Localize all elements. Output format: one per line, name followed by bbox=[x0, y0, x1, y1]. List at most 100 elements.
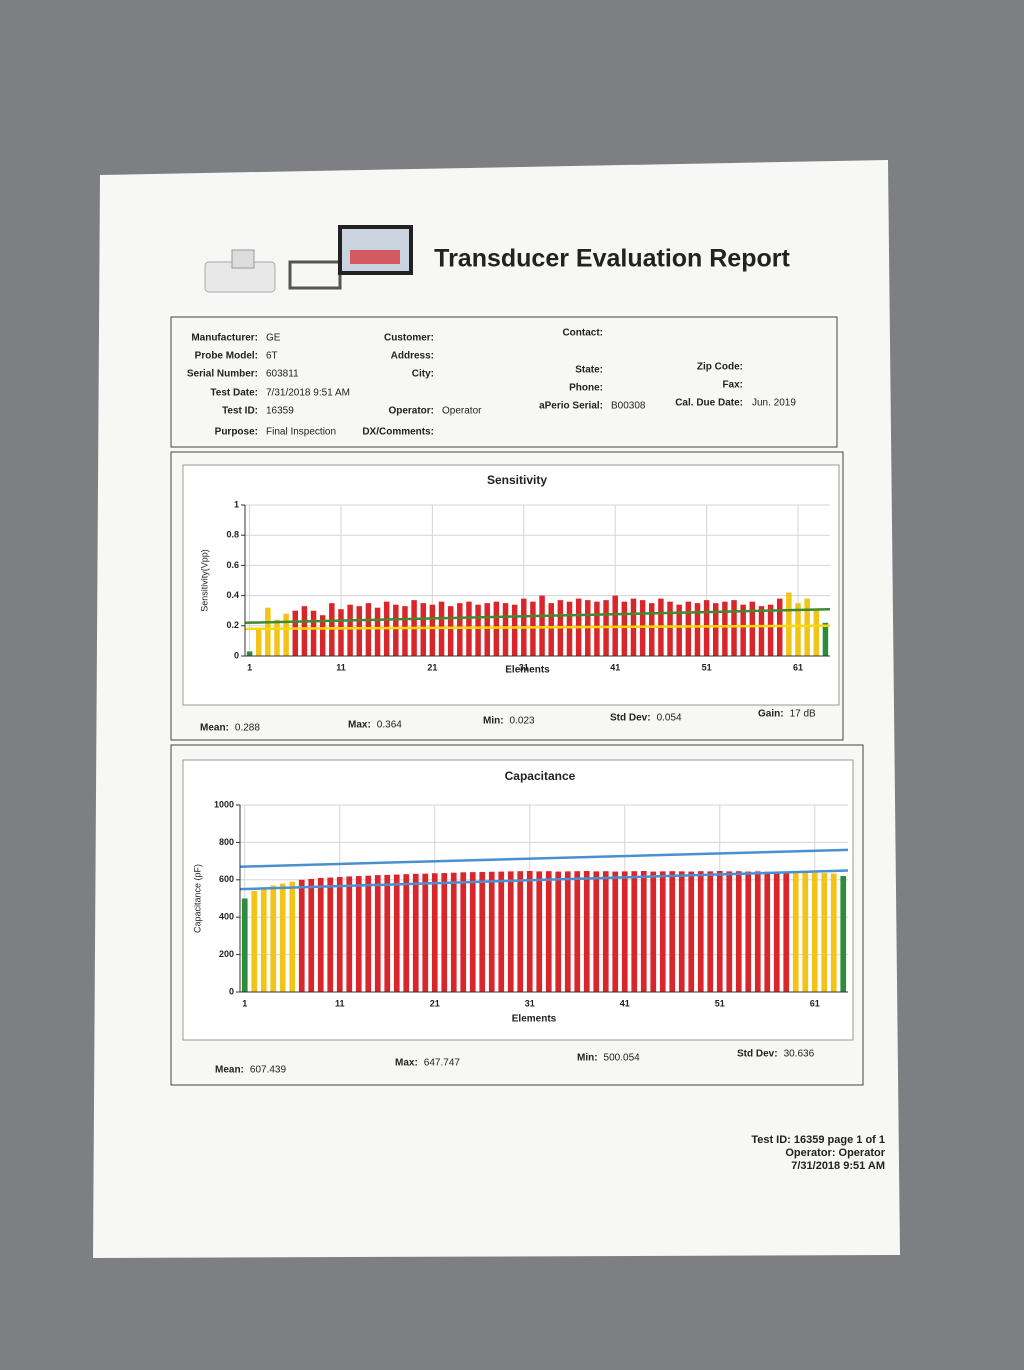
bar bbox=[802, 872, 809, 992]
stat-label: Gain: bbox=[758, 709, 784, 720]
y-tick-label: 1 bbox=[234, 499, 239, 509]
bar bbox=[251, 891, 258, 992]
bar bbox=[840, 876, 847, 992]
field-value: 7/31/2018 9:51 AM bbox=[266, 388, 350, 399]
bar bbox=[713, 603, 719, 656]
bar bbox=[649, 603, 655, 656]
field-label: Phone: bbox=[569, 383, 603, 394]
logo-illustration bbox=[204, 225, 413, 293]
stat-value: 500.054 bbox=[604, 1053, 641, 1064]
bar bbox=[731, 600, 737, 656]
bar bbox=[821, 873, 828, 992]
reference-line bbox=[244, 607, 831, 625]
y-axis-label: Capacitance (pF) bbox=[192, 864, 202, 933]
bar bbox=[703, 600, 710, 656]
bar bbox=[621, 601, 628, 656]
bar bbox=[283, 613, 289, 656]
bar bbox=[429, 604, 436, 656]
stat-value: 0.054 bbox=[657, 713, 682, 724]
bar bbox=[735, 871, 742, 992]
bar bbox=[479, 871, 486, 992]
bar bbox=[412, 873, 419, 992]
bar bbox=[707, 871, 714, 992]
bar bbox=[310, 610, 317, 656]
bar bbox=[722, 601, 728, 656]
field-label: Test ID: bbox=[222, 406, 258, 417]
x-tick-label: 31 bbox=[525, 998, 535, 1008]
y-tick-label: 200 bbox=[219, 949, 234, 959]
bar bbox=[336, 876, 343, 992]
x-tick-label: 51 bbox=[702, 662, 712, 672]
field-label: Serial Number: bbox=[187, 369, 258, 380]
bar bbox=[745, 871, 752, 992]
bar bbox=[274, 619, 280, 656]
bar bbox=[475, 604, 481, 656]
field-label: DX/Comments: bbox=[362, 427, 434, 438]
bar bbox=[688, 871, 695, 992]
field-label: Address: bbox=[391, 351, 434, 362]
bar bbox=[594, 601, 600, 656]
bar bbox=[593, 871, 600, 992]
field-value: 16359 bbox=[266, 406, 294, 417]
footer-line: Test ID: 16359 page 1 of 1 bbox=[751, 1134, 885, 1146]
field-label: Customer: bbox=[384, 333, 434, 344]
bar bbox=[539, 595, 545, 656]
field-label: City: bbox=[412, 369, 434, 380]
stat-label: Std Dev: bbox=[610, 713, 651, 724]
bar bbox=[365, 603, 372, 656]
bar bbox=[441, 873, 448, 992]
reference-line bbox=[244, 624, 831, 631]
bar bbox=[384, 874, 391, 992]
y-tick-label: 400 bbox=[219, 912, 234, 922]
y-tick-label: 1000 bbox=[214, 799, 234, 809]
bar bbox=[279, 883, 286, 992]
bar bbox=[450, 872, 457, 992]
bar bbox=[830, 873, 837, 992]
bar bbox=[749, 601, 756, 656]
field-label: Fax: bbox=[722, 380, 743, 391]
field-label: Zip Code: bbox=[697, 362, 743, 373]
bar bbox=[484, 603, 490, 656]
x-tick-label: 11 bbox=[335, 998, 345, 1008]
field-label: Test Date: bbox=[210, 388, 258, 399]
bar bbox=[758, 606, 765, 656]
bar bbox=[431, 873, 438, 992]
bar bbox=[804, 598, 810, 656]
bar bbox=[347, 604, 353, 656]
reference-line bbox=[239, 869, 849, 891]
stat-value: 607.439 bbox=[250, 1065, 287, 1076]
bar bbox=[667, 601, 673, 656]
stat-value: 0.288 bbox=[235, 723, 260, 734]
bar bbox=[469, 872, 476, 992]
x-axis-label: Elements bbox=[505, 665, 550, 676]
stat-value: 30.636 bbox=[784, 1049, 815, 1060]
bar bbox=[574, 871, 581, 992]
bar bbox=[502, 603, 509, 656]
bar bbox=[795, 603, 801, 656]
bar bbox=[669, 871, 676, 992]
field-label: Probe Model: bbox=[195, 351, 258, 362]
stat-value: 647.747 bbox=[424, 1058, 461, 1069]
stat-label: Min: bbox=[483, 716, 504, 727]
bar bbox=[792, 872, 799, 992]
x-tick-label: 61 bbox=[793, 662, 803, 672]
bar bbox=[511, 604, 518, 656]
bar bbox=[548, 603, 554, 656]
y-tick-label: 0 bbox=[229, 986, 234, 996]
bar bbox=[676, 604, 682, 656]
bar bbox=[292, 610, 299, 656]
bar bbox=[265, 607, 271, 656]
field-label: Purpose: bbox=[215, 427, 258, 438]
sensitivity-box bbox=[170, 451, 844, 741]
bar bbox=[526, 871, 533, 992]
field-value: B00308 bbox=[611, 401, 646, 412]
bar bbox=[754, 871, 761, 992]
bar bbox=[767, 604, 774, 656]
bar bbox=[402, 606, 408, 656]
bar bbox=[786, 592, 792, 656]
bar bbox=[530, 601, 536, 656]
stat-value: 17 dB bbox=[790, 709, 816, 720]
bar bbox=[716, 871, 723, 992]
bar bbox=[545, 871, 552, 992]
info-box bbox=[170, 316, 838, 448]
